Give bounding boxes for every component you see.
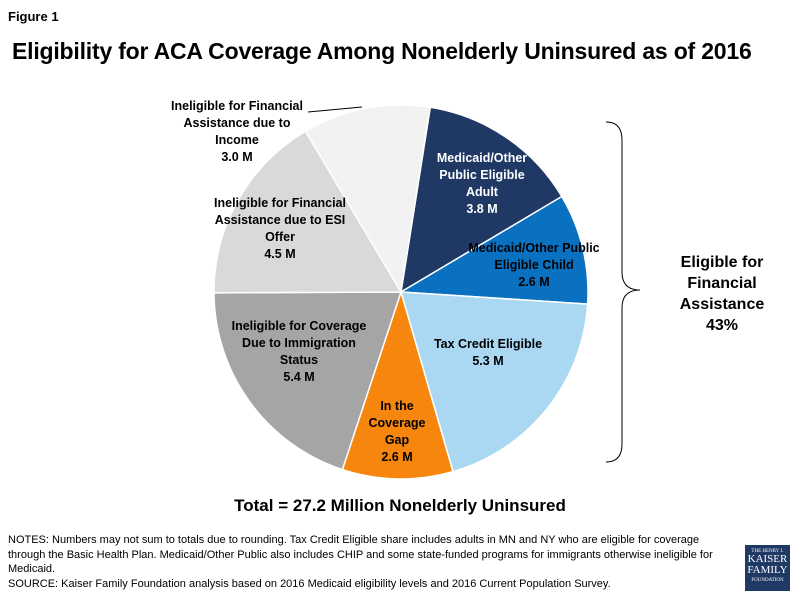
bracket-annotation: Eligible for Financial Assistance 43% xyxy=(679,254,765,334)
bracket xyxy=(605,121,641,463)
total-label: Total = 27.2 Million Nonelderly Uninsure… xyxy=(234,496,566,515)
notes-text: NOTES: Numbers may not sum to totals due… xyxy=(8,534,713,575)
pie-slice-6 xyxy=(304,104,432,295)
pie-slice-0 xyxy=(400,106,563,294)
kff-logo: THE HENRY J. KAISER FAMILY FOUNDATION xyxy=(745,545,790,591)
slice-label-tax-credit: Tax Credit Eligible 5.3 M xyxy=(433,337,543,368)
slice-label-esi: Ineligible for Financial Assistance due … xyxy=(214,196,346,261)
pie-slice-4 xyxy=(213,291,403,471)
source-text: SOURCE: Kaiser Family Foundation analysi… xyxy=(8,577,611,590)
slice-label-income: Ineligible for Financial Assistance due … xyxy=(171,99,303,164)
slice-label-immigration: Ineligible for Coverage Due to Immigrati… xyxy=(231,319,367,384)
pie-slice-5 xyxy=(213,130,403,294)
slice-label-adult: Medicaid/Other Public Eligible Adult 3.8… xyxy=(436,151,528,216)
slice-label-coverage-gap: In the Coverage Gap 2.6 M xyxy=(368,399,426,464)
pie-slice-2 xyxy=(399,291,589,473)
pie-slice-1 xyxy=(398,195,589,305)
figure-label: Figure 1 xyxy=(8,9,59,24)
leader-line xyxy=(307,106,363,113)
pie-slice-3 xyxy=(341,289,454,480)
slice-label-child: Medicaid/Other Public Eligible Child 2.6… xyxy=(468,241,600,289)
chart-title: Eligibility for ACA Coverage Among Nonel… xyxy=(12,38,752,64)
notes: NOTES: Numbers may not sum to totals due… xyxy=(8,533,728,591)
